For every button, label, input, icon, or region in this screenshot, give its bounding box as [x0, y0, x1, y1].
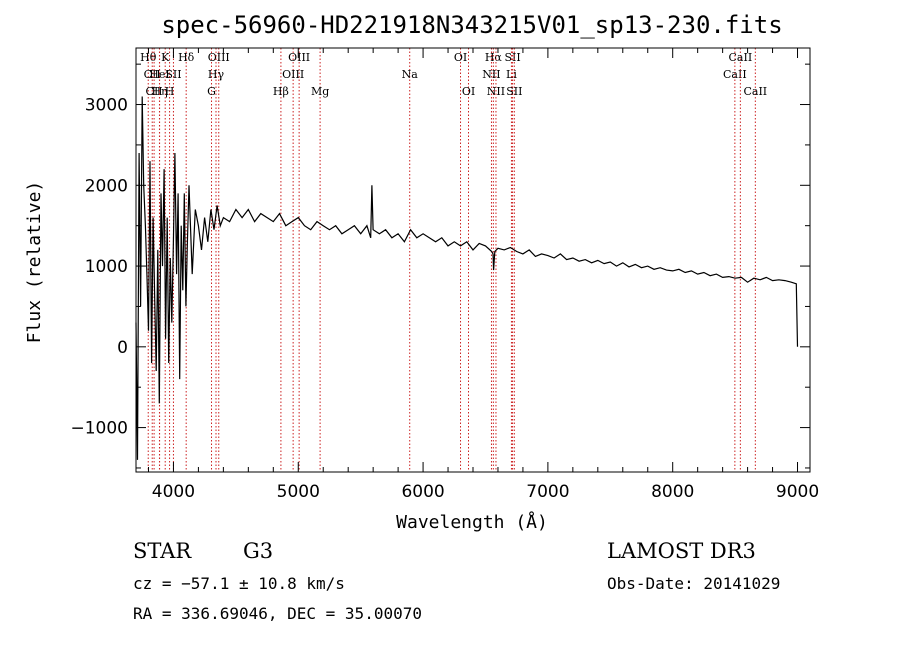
spectral-line-label: H: [165, 85, 175, 98]
spectral-line-label: SII: [506, 85, 522, 98]
spectral-line-label: G: [207, 85, 216, 98]
spectral-line-label: Hβ: [273, 85, 289, 98]
y-tick-label: 3000: [85, 96, 128, 116]
spectral-line-label: Na: [402, 68, 419, 81]
spectral-line-label: CaII: [723, 68, 747, 81]
spectral-line-label: CII: [144, 68, 161, 81]
spectral-line-label: Hα: [485, 51, 503, 64]
spectral-line-label: Mg: [311, 85, 329, 98]
spectral-line-label: OI: [454, 51, 467, 64]
spectral-line-label: Hδ: [178, 51, 195, 64]
flux-series-line: [135, 96, 799, 460]
spectral-line-label: CaII: [743, 85, 767, 98]
spectral-line-label: OIII: [288, 51, 310, 64]
spectral-line-label: NII: [487, 85, 505, 98]
spectral-line-label: OI: [462, 85, 475, 98]
x-tick-label: 6000: [401, 482, 444, 502]
redshift-velocity: cz = −57.1 ± 10.8 km/s: [133, 574, 345, 593]
spectral-line-label: HeI: [149, 68, 169, 81]
spectral-line-label: K: [161, 51, 170, 64]
spectral-line-label: NII: [482, 68, 500, 81]
y-tick-label: 1000: [85, 257, 128, 277]
x-tick-label: 4000: [152, 482, 195, 502]
y-axis-label: Flux (relative): [24, 181, 45, 344]
spectral-line-label: SII: [504, 51, 520, 64]
spectral-line-label: Hγ: [208, 68, 225, 81]
spectral-line-label: CaII: [729, 51, 753, 64]
spectral-line-label: OIII: [282, 68, 304, 81]
object-subclass: G3: [243, 539, 274, 563]
x-tick-label: 5000: [277, 482, 320, 502]
y-tick-label: −1000: [70, 419, 128, 439]
x-axis-label: Wavelength (Å): [396, 511, 548, 533]
observation-date: Obs-Date: 20141029: [607, 574, 781, 593]
object-class: STAR: [133, 539, 192, 563]
spectral-line-label: OIII: [208, 51, 230, 64]
spectral-line-label: Li: [506, 68, 517, 81]
spectral-line-label: SII: [165, 68, 181, 81]
x-tick-label: 8000: [651, 482, 694, 502]
axis-ticks: 4000 5000 6000 7000 8000 9000 −1000 0 1000 2000 30…: [70, 48, 819, 502]
spectral-line-label: Hθ: [140, 51, 157, 64]
y-tick-label: 0: [117, 338, 128, 358]
plot-frame: [135, 47, 811, 473]
sky-coordinates: RA = 336.69046, DEC = 35.00070: [133, 604, 422, 623]
x-tick-label: 9000: [776, 482, 819, 502]
survey-name: LAMOST DR3: [607, 539, 756, 563]
y-tick-label: 2000: [85, 176, 128, 196]
chart-title: spec-56960-HD221918N343215V01_sp13-230.f…: [161, 11, 782, 39]
x-tick-label: 7000: [526, 482, 569, 502]
spectral-line-label: CII: [146, 85, 163, 98]
